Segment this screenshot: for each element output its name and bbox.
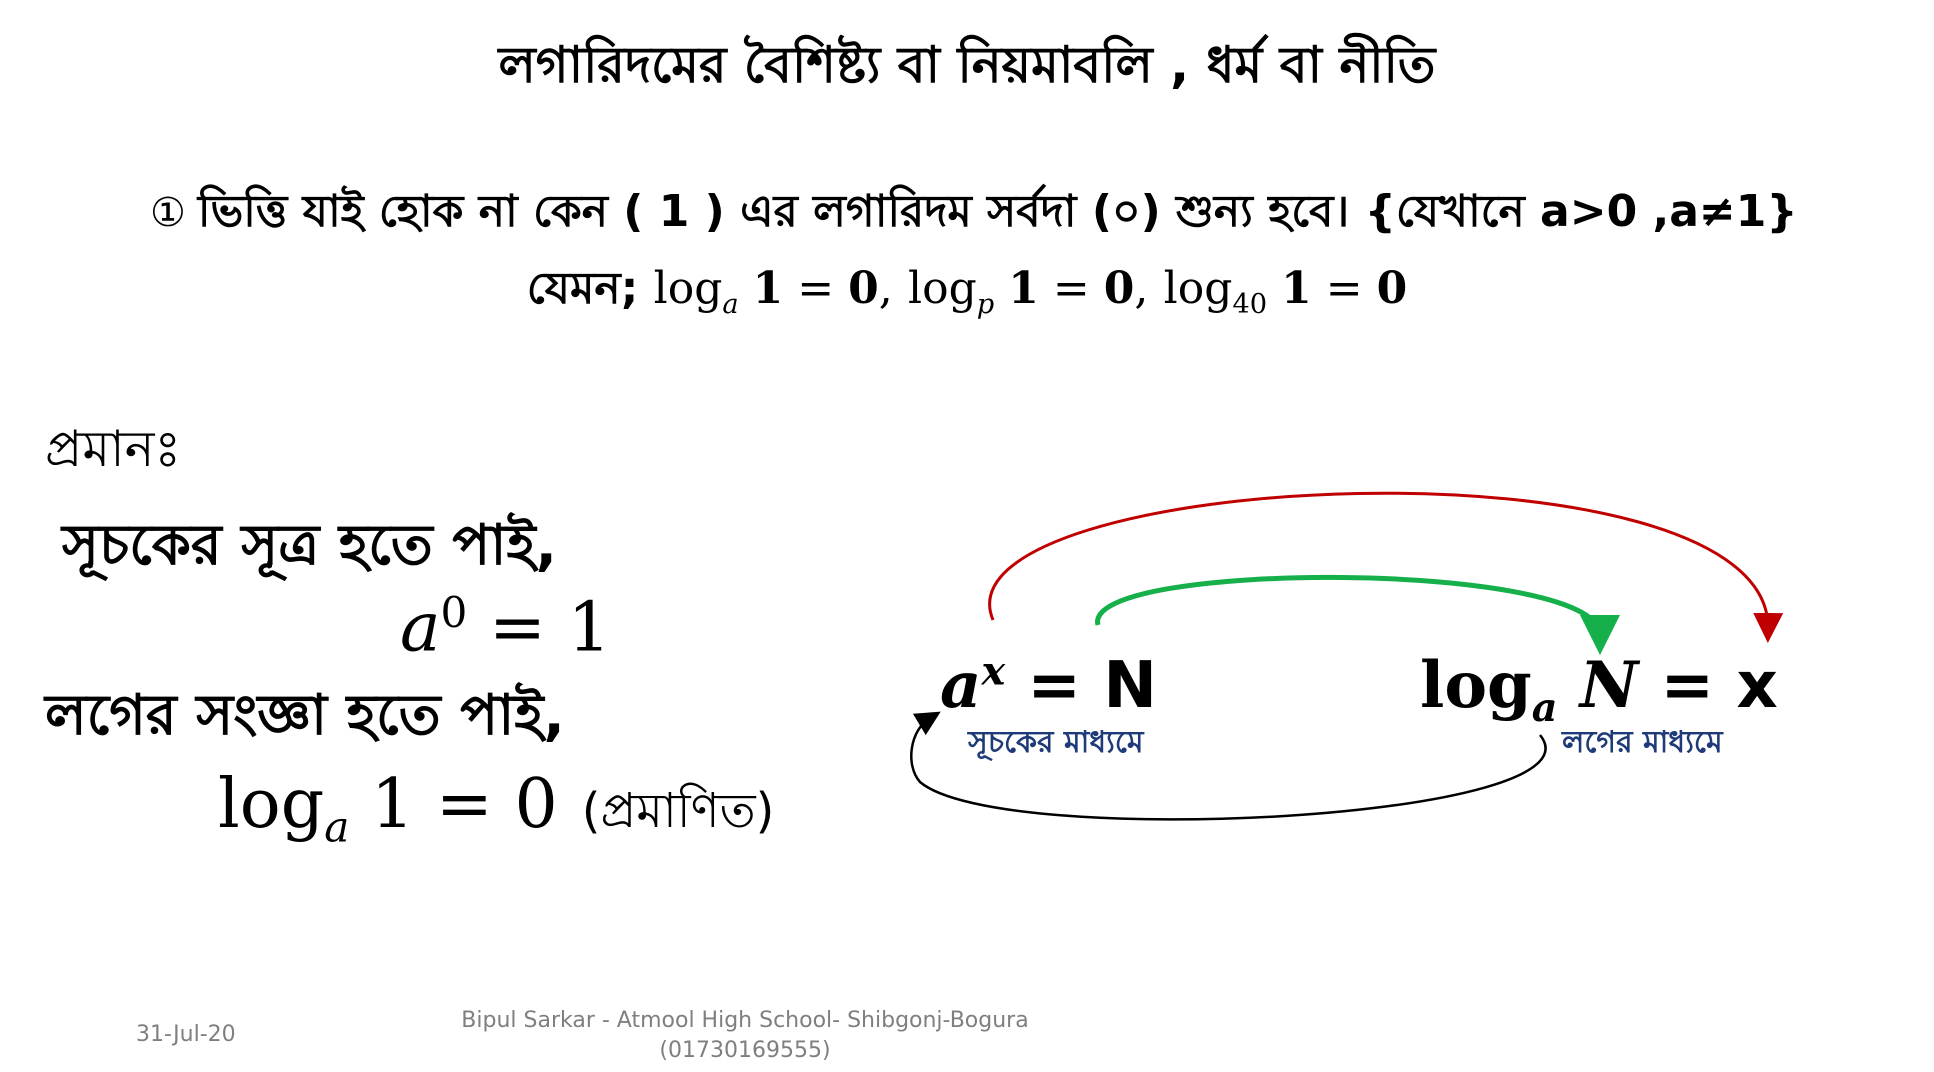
example-label: যেমন; bbox=[526, 263, 639, 314]
exponential-form: ax = N bbox=[940, 648, 1157, 723]
inner-arrow bbox=[1095, 575, 1620, 655]
rule-number: ① bbox=[150, 190, 186, 236]
equation-exponent: a0 = 1 bbox=[400, 588, 611, 668]
proved-label: (প্রমাণিত) bbox=[581, 783, 775, 839]
logarithmic-form: loga N = x bbox=[1420, 648, 1778, 731]
outer-arrow bbox=[988, 491, 1784, 643]
equation-log: loga 1 = 0 (প্রমাণিত) bbox=[218, 765, 775, 852]
proof-step-1: সূচকের সূত্র হতে পাই, bbox=[62, 513, 557, 578]
rule-condition: {যেখানে a>0 ,a≠1} bbox=[1364, 186, 1798, 237]
page-title: লগারিদমের বৈশিষ্ট্য বা নিয়মাবলি , ধর্ম … bbox=[498, 36, 1436, 94]
proof-step-2: লগের সংজ্ঞা হতে পাই, bbox=[45, 683, 565, 748]
footer-date: 31-Jul-20 bbox=[136, 1022, 236, 1047]
rule-statement: ① ভিত্তি যাই হোক না কেন ( 1 ) এর লগারিদম … bbox=[150, 178, 1798, 251]
footer-author: Bipul Sarkar - Atmool High School- Shibg… bbox=[0, 1006, 1490, 1066]
caption-log: লগের মাধ্যমে bbox=[1562, 725, 1723, 760]
footer-author-name: Bipul Sarkar - Atmool High School- Shibg… bbox=[461, 1008, 1029, 1033]
rule-text: ভিত্তি যাই হোক না কেন ( 1 ) এর লগারিদম স… bbox=[197, 186, 1350, 237]
example-expr-1: loga 1 = 0 bbox=[653, 263, 879, 320]
proof-label: প্রমানঃ bbox=[45, 420, 182, 478]
example-line: যেমন; loga 1 = 0, logp 1 = 0, log40 1 = … bbox=[526, 263, 1408, 320]
footer-author-phone: (01730169555) bbox=[659, 1038, 831, 1063]
example-expr-2: logp 1 = 0 bbox=[908, 263, 1135, 320]
caption-exponent: সূচকের মাধ্যমে bbox=[968, 725, 1144, 760]
bottom-arrow bbox=[910, 711, 1547, 821]
example-expr-3: log40 1 = 0 bbox=[1163, 263, 1408, 320]
